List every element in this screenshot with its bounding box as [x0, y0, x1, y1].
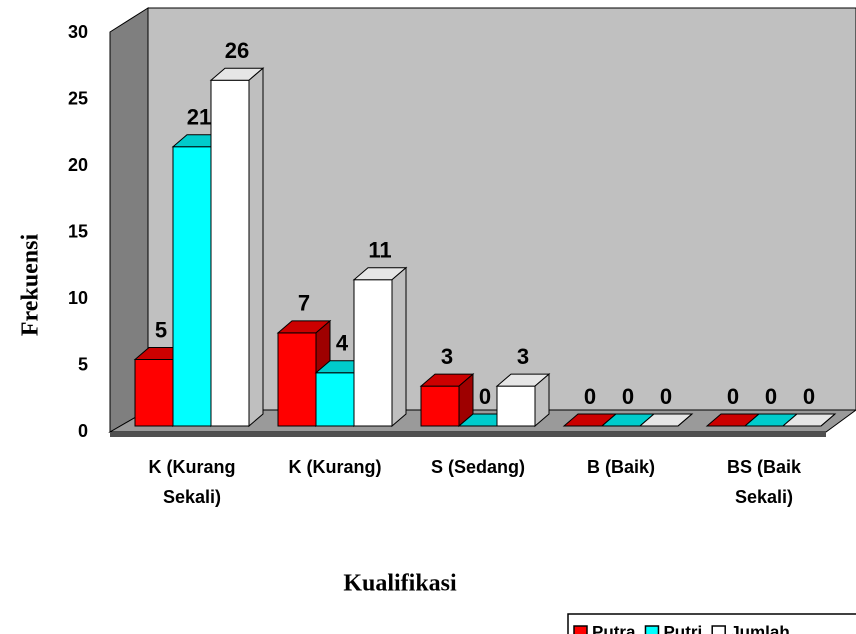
bar-side: [820, 413, 836, 427]
data-label: 11: [368, 238, 391, 263]
bar: [209, 67, 265, 428]
x-tick-label: BS (Baik Sekali): [727, 457, 802, 507]
bar-front: [134, 359, 174, 427]
y-tick-label: 25: [68, 88, 88, 108]
bar-front: [353, 279, 393, 427]
y-tick-label: 10: [68, 288, 88, 308]
x-tick-label: K (Kurang Sekali): [149, 457, 236, 507]
x-axis-title: Kualifikasi: [343, 571, 457, 597]
bar-front: [210, 79, 250, 427]
bar-side: [248, 67, 264, 428]
legend-label: Jumlah: [730, 622, 790, 634]
legend-label: Putra: [592, 622, 636, 634]
legend-label: Putri: [663, 622, 702, 634]
y-tick-label: 0: [78, 421, 88, 441]
data-label: 0: [622, 384, 634, 409]
bar-front: [277, 332, 317, 427]
bar-side: [677, 413, 693, 427]
data-label: 26: [225, 38, 249, 63]
data-label: 0: [660, 384, 672, 409]
y-tick-label: 30: [68, 22, 88, 42]
data-label: 7: [298, 291, 310, 316]
bar-front: [496, 385, 536, 427]
data-label: 3: [517, 344, 529, 369]
bar-side: [391, 266, 407, 428]
y-axis-title: Frekuensi: [18, 234, 44, 337]
legend-swatch: [573, 625, 588, 634]
bar: [352, 266, 408, 428]
legend-swatch: [644, 625, 660, 634]
bar: [781, 413, 837, 427]
x-tick-label: K (Kurang): [289, 457, 382, 477]
y-tick-label: 20: [68, 155, 88, 175]
bar-front: [172, 146, 212, 427]
bar: [419, 373, 475, 428]
bar-front: [315, 372, 355, 427]
data-label: 3: [441, 344, 453, 369]
data-label: 21: [187, 105, 211, 130]
data-label: 0: [727, 384, 739, 409]
data-label: 0: [584, 384, 596, 409]
x-tick-label: S (Sedang): [431, 457, 525, 477]
bar-side: [534, 373, 550, 428]
x-tick-label: B (Baik): [587, 457, 655, 477]
data-label: 0: [803, 384, 815, 409]
data-label: 4: [336, 331, 349, 356]
legend: [567, 613, 856, 634]
data-label: 0: [479, 384, 491, 409]
legend-swatch: [711, 625, 726, 634]
bar: [495, 373, 551, 428]
bar: [638, 413, 694, 427]
data-label: 0: [765, 384, 777, 409]
y-tick-label: 15: [68, 221, 88, 241]
data-label: 5: [155, 317, 167, 342]
y-tick-label: 5: [78, 354, 88, 374]
floor-edge: [110, 432, 826, 437]
bar-front: [420, 385, 460, 427]
